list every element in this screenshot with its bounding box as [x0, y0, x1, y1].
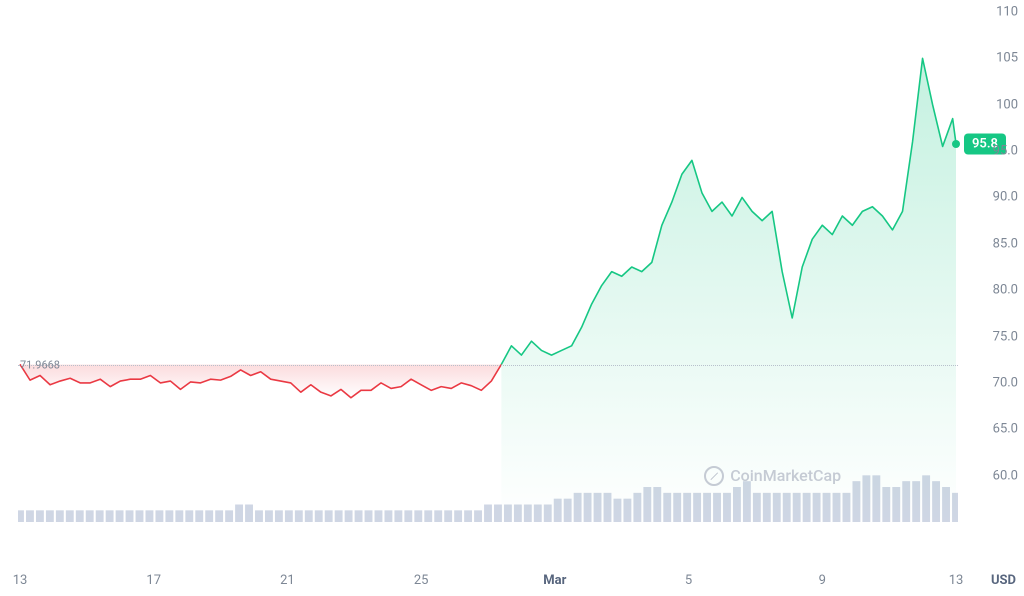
y-tick-label: 110: [996, 5, 1018, 20]
watermark-icon: [704, 466, 724, 486]
x-tick-label: 25: [414, 573, 429, 588]
y-tick-label: 60.0: [993, 468, 1018, 483]
x-tick-label: 21: [280, 573, 295, 588]
baseline-label: 71.9668: [20, 358, 60, 371]
y-tick-label: 70.0: [993, 375, 1018, 390]
y-tick-label: 105: [996, 51, 1018, 66]
watermark-text: CoinMarketCap: [730, 466, 841, 485]
y-tick-label: 75.0: [993, 329, 1018, 344]
y-tick-label: 85.0: [993, 236, 1018, 251]
x-tick-label: Mar: [543, 573, 566, 588]
currency-label: USD: [991, 573, 1016, 588]
x-tick-label: 17: [146, 573, 161, 588]
x-tick-label: 13: [949, 573, 964, 588]
y-tick-label: 100: [996, 97, 1018, 112]
y-tick-label: 90.0: [993, 190, 1018, 205]
baseline-line: [18, 365, 958, 366]
watermark: CoinMarketCap: [704, 466, 841, 486]
y-tick-label: 65.0: [993, 422, 1018, 437]
x-tick-label: 13: [13, 573, 28, 588]
y-tick-label: 95.0: [993, 144, 1018, 159]
y-tick-label: 80.0: [993, 283, 1018, 298]
x-tick-label: 9: [819, 573, 826, 588]
current-price-dot: [952, 140, 960, 148]
x-tick-label: 5: [685, 573, 692, 588]
